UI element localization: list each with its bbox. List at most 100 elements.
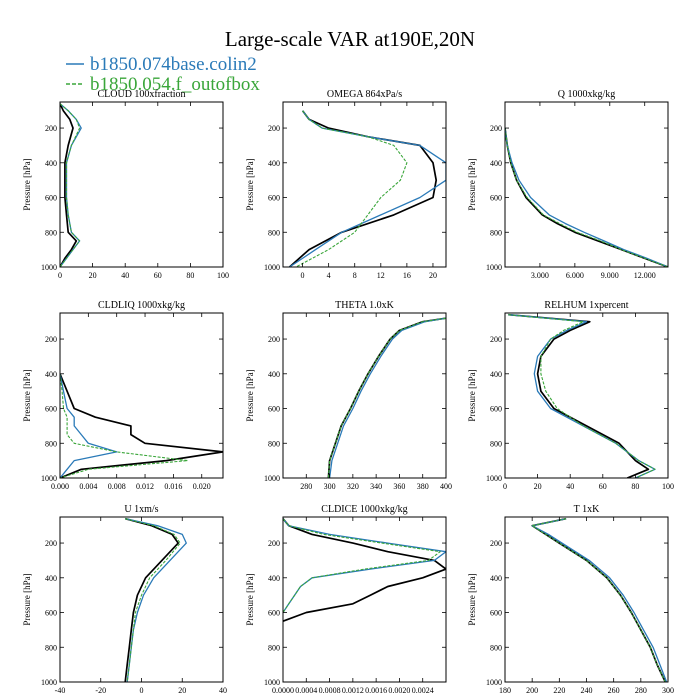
y-tick-label: 800 (490, 643, 502, 652)
y-tick-label: 600 (268, 405, 280, 414)
panel-title: CLDLIQ 1000xkg/kg (98, 300, 185, 311)
series-line-reference (283, 518, 446, 622)
series-line-reference (60, 103, 78, 267)
y-tick-label: 800 (268, 643, 280, 652)
x-tick-label: 0.004 (79, 482, 97, 491)
y-tick-label: 1000 (264, 474, 280, 483)
x-tick-label: 60 (599, 482, 607, 491)
x-tick-label: 40 (219, 686, 227, 695)
y-tick-label: 1000 (486, 474, 502, 483)
y-tick-label: 200 (268, 335, 280, 344)
series-line-reference (288, 110, 438, 267)
y-tick-label: 1000 (41, 263, 57, 272)
y-tick-label: 200 (490, 335, 502, 344)
x-tick-label: 80 (186, 271, 194, 280)
x-tick-label: 0.008 (108, 482, 126, 491)
x-tick-label: 240 (581, 686, 593, 695)
y-tick-label: 600 (268, 609, 280, 618)
y-tick-label: 800 (45, 228, 57, 237)
y-tick-label: 400 (490, 574, 502, 583)
y-axis-label: Pressure [hPa] (245, 369, 255, 421)
x-tick-label: 16 (403, 271, 411, 280)
plot-frame (59, 312, 224, 479)
series-line-colin2 (328, 317, 446, 478)
series-line-colin2 (60, 373, 118, 478)
y-tick-label: 1000 (41, 678, 57, 687)
x-tick-label: 0.0004 (295, 686, 317, 695)
y-tick-label: 800 (45, 643, 57, 652)
x-tick-label: 360 (393, 482, 405, 491)
plot-frame (504, 101, 669, 268)
series-line-reference (505, 127, 668, 267)
y-tick-label: 600 (490, 609, 502, 618)
x-tick-label: 0 (503, 482, 507, 491)
plot-frame (504, 516, 669, 683)
x-tick-label: 0.012 (136, 482, 154, 491)
y-axis-label: Pressure [hPa] (22, 158, 32, 210)
x-tick-label: 0 (140, 686, 144, 695)
x-tick-label: 0.016 (164, 482, 182, 491)
x-tick-label: 380 (417, 482, 429, 491)
plot-frame (282, 312, 447, 479)
series-line-outofbox (283, 518, 441, 613)
y-tick-label: 400 (268, 574, 280, 583)
x-tick-label: 280 (300, 482, 312, 491)
x-tick-label: 0 (58, 271, 62, 280)
y-axis-label: Pressure [hPa] (22, 573, 32, 625)
x-tick-label: 280 (635, 686, 647, 695)
y-tick-label: 800 (490, 439, 502, 448)
x-tick-label: 8 (353, 271, 357, 280)
x-tick-label: 9.000 (601, 271, 619, 280)
y-tick-label: 600 (45, 405, 57, 414)
x-tick-label: 180 (499, 686, 511, 695)
series-line-outofbox (531, 518, 666, 682)
y-axis-label: Pressure [hPa] (245, 573, 255, 625)
x-tick-label: 0.000 (51, 482, 69, 491)
series-line-outofbox (60, 103, 81, 267)
x-tick-label: 260 (608, 686, 620, 695)
series-line-colin2 (505, 128, 668, 267)
plot-frame (282, 101, 447, 268)
y-axis-label: Pressure [hPa] (467, 369, 477, 421)
series-line-reference (124, 517, 180, 682)
series-line-reference (327, 317, 446, 478)
y-axis-label: Pressure [hPa] (245, 158, 255, 210)
panel-title: U 1xm/s (124, 504, 158, 515)
y-tick-label: 800 (45, 439, 57, 448)
panel-3: Q 1000xkg/kg Pressure [hPa] 200 400 600 800 10… (467, 89, 669, 280)
series-line-outofbox (295, 110, 408, 267)
series-line-reference (508, 313, 650, 478)
panel-5: THETA 1.0xK Pressure [hPa] 200 400 600 800 100… (245, 300, 452, 491)
y-tick-label: 200 (268, 124, 280, 133)
x-tick-label: 20 (429, 271, 437, 280)
series-line-outofbox (125, 518, 181, 682)
y-tick-label: 200 (45, 124, 57, 133)
x-tick-label: 320 (347, 482, 359, 491)
y-tick-label: 800 (268, 439, 280, 448)
y-tick-label: 1000 (486, 263, 502, 272)
series-line-outofbox (505, 128, 668, 267)
x-tick-label: 300 (662, 686, 674, 695)
x-tick-label: 100 (217, 271, 229, 280)
y-tick-label: 200 (490, 124, 502, 133)
x-tick-label: 220 (553, 686, 565, 695)
series-line-colin2 (508, 314, 656, 478)
x-tick-label: 6.000 (566, 271, 584, 280)
series-line-outofbox (327, 317, 446, 478)
x-tick-label: 200 (526, 686, 538, 695)
x-tick-label: 0.020 (193, 482, 211, 491)
y-tick-label: 400 (268, 159, 280, 168)
x-tick-label: 0.0000 (272, 686, 294, 695)
panel-8: CLDICE 1000xkg/kg Pressure [hPa] 200 400 600… (245, 504, 447, 695)
x-tick-label: 300 (324, 482, 336, 491)
x-tick-label: 4 (327, 271, 331, 280)
y-tick-label: 1000 (41, 474, 57, 483)
y-axis-label: Pressure [hPa] (467, 573, 477, 625)
panel-title: CLOUD 100xfraction (97, 89, 185, 100)
y-tick-label: 800 (490, 228, 502, 237)
x-tick-label: 60 (154, 271, 162, 280)
